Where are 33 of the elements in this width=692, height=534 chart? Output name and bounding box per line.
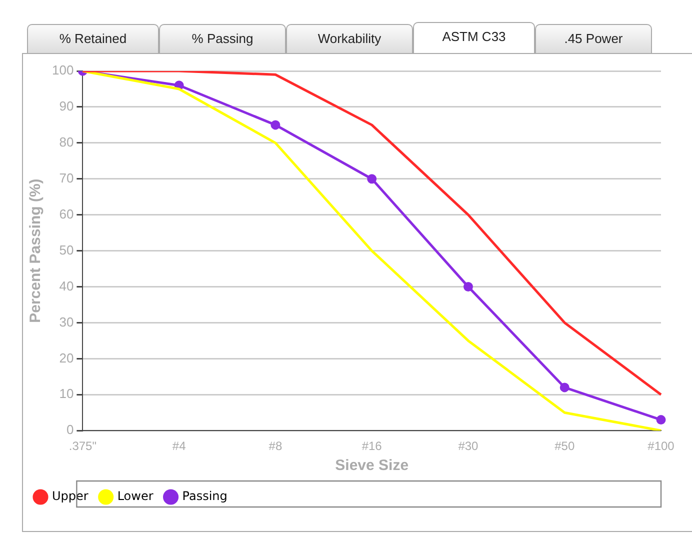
legend-label: Upper bbox=[52, 489, 88, 504]
y-axis-title: Percent Passing (%) bbox=[27, 178, 44, 323]
point bbox=[367, 174, 377, 184]
y-tick-label: 70 bbox=[59, 170, 74, 186]
point bbox=[270, 120, 280, 130]
x-tick-label: #30 bbox=[458, 439, 479, 454]
x-tick-label: #16 bbox=[362, 439, 382, 454]
x-tick-label: #100 bbox=[648, 439, 675, 454]
x-tick-label: #8 bbox=[268, 439, 282, 454]
point bbox=[560, 382, 570, 392]
y-tick-label: 90 bbox=[59, 98, 74, 114]
text: % Retained bbox=[27, 24, 159, 53]
legend-label: Passing bbox=[182, 489, 228, 504]
x-tick-label: #50 bbox=[554, 439, 575, 454]
y-tick-label: 40 bbox=[59, 278, 74, 294]
y-tick-label: 50 bbox=[59, 242, 74, 258]
text: % Passing bbox=[159, 24, 286, 53]
point bbox=[463, 282, 473, 292]
x-tick-label: .375" bbox=[68, 439, 96, 454]
y-tick-label: 60 bbox=[59, 206, 74, 222]
y-tick-label: 10 bbox=[59, 386, 74, 402]
x-axis-title: Sieve Size bbox=[335, 457, 409, 474]
y-tick-label: 0 bbox=[66, 422, 74, 438]
y-tick-label: 30 bbox=[59, 314, 74, 330]
legend-label: Lower bbox=[117, 489, 154, 504]
y-tick-label: 20 bbox=[59, 350, 74, 366]
y-tick-label: 80 bbox=[59, 134, 74, 150]
text: .45 Power bbox=[535, 24, 652, 53]
point bbox=[656, 415, 666, 425]
x-tick-label: #4 bbox=[172, 439, 186, 454]
y-tick-label: 100 bbox=[52, 62, 74, 78]
text: ASTM C33 bbox=[413, 22, 535, 53]
text: Workability bbox=[286, 24, 413, 53]
